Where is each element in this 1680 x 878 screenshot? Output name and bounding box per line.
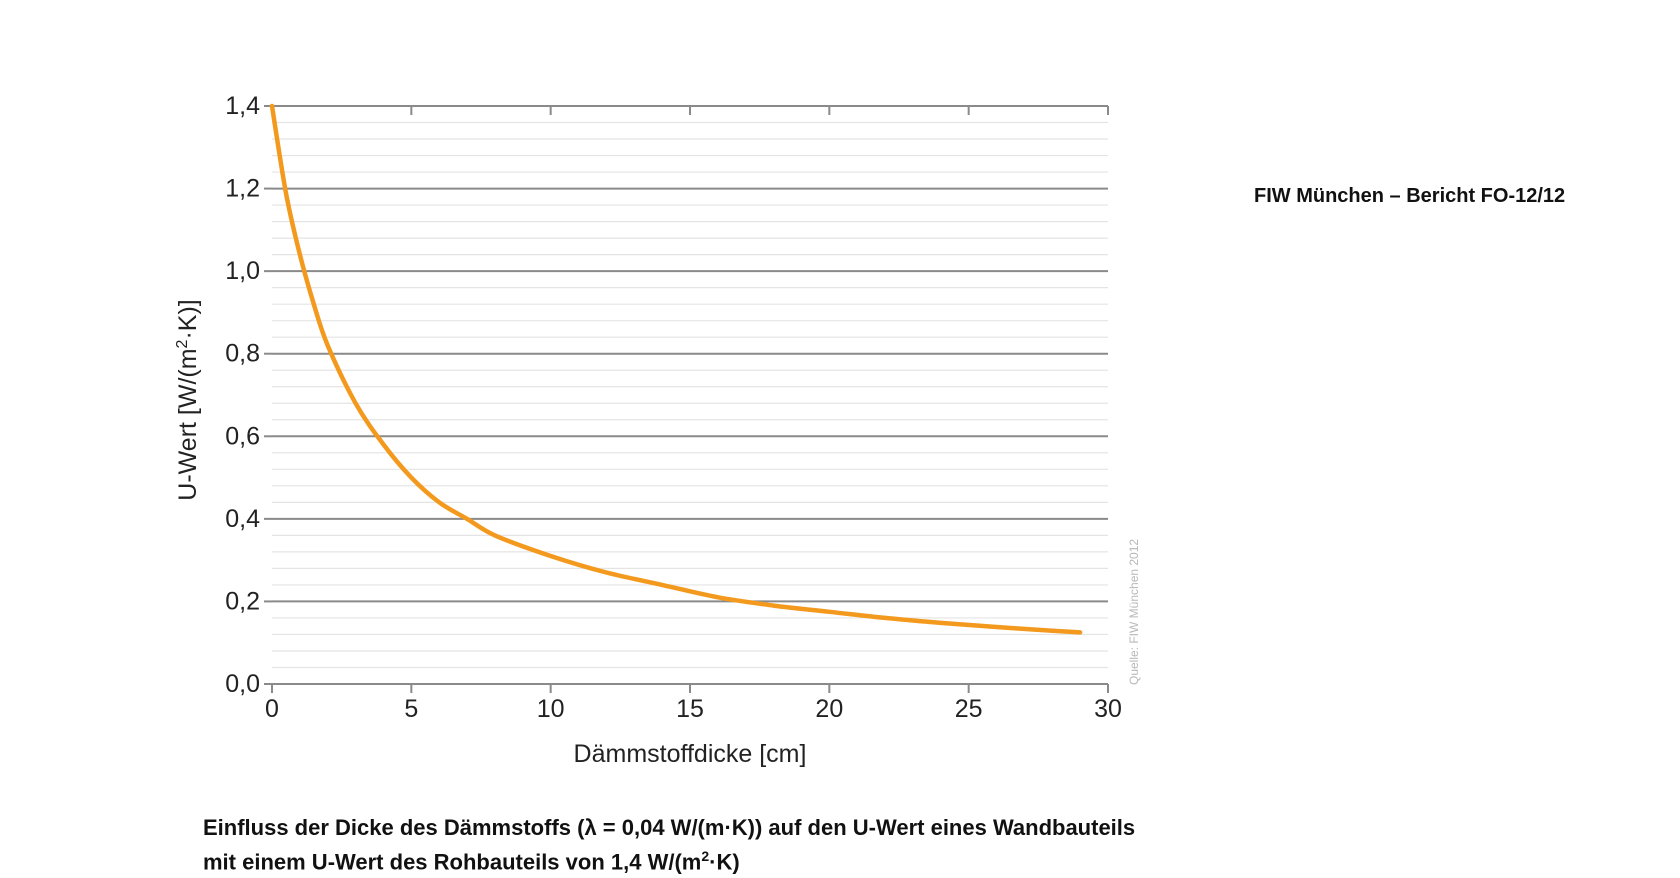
u-value-curve bbox=[269, 103, 1083, 635]
x-tick-label: 30 bbox=[1094, 695, 1122, 723]
x-tick-label: 25 bbox=[955, 695, 983, 723]
y-axis-title: U-Wert [W/(m2·K)] bbox=[174, 299, 202, 500]
caption-line-2-unit: ·K) bbox=[709, 849, 740, 875]
figure-caption: Einfluss der Dicke des Dämmstoffs (λ = 0… bbox=[203, 813, 1135, 876]
caption-line-2-text: mit einem U-Wert des Rohbauteils von 1,4… bbox=[203, 849, 702, 875]
y-tick-label: 0,0 bbox=[225, 670, 260, 698]
caption-line-1: Einfluss der Dicke des Dämmstoffs (λ = 0… bbox=[203, 815, 1136, 840]
x-axis-title: Dämmstoffdicke [cm] bbox=[574, 740, 807, 768]
y-tick-label: 1,0 bbox=[225, 257, 260, 285]
x-tick-label: 0 bbox=[265, 695, 279, 723]
grid bbox=[272, 105, 1108, 669]
x-tick-label: 10 bbox=[537, 695, 565, 723]
caption-line-2-superscript: 2 bbox=[701, 848, 710, 864]
source-note: Quelle: FIW München 2012 bbox=[1127, 539, 1141, 685]
caption-line-2: mit einem U-Wert des Rohbauteils von 1,4… bbox=[203, 842, 1135, 876]
y-axis-title-main: U-Wert [W/(m bbox=[174, 348, 202, 500]
x-tick-label: 5 bbox=[404, 695, 418, 723]
tick-labels: 0,0 0,2 0,4 0,6 0,8 1,0 1,2 1,4 0 5 10 15 20 25 30 bbox=[225, 92, 1122, 723]
y-tick-label: 0,6 bbox=[225, 422, 260, 450]
y-axis-title-superscript: 2 bbox=[174, 339, 191, 348]
y-tick-label: 0,8 bbox=[225, 340, 260, 368]
y-tick-label: 1,2 bbox=[225, 175, 260, 203]
series bbox=[269, 103, 1083, 635]
y-tick-label: 0,2 bbox=[225, 587, 260, 615]
y-axis-title-unit: ·K)] bbox=[174, 299, 202, 339]
report-reference: FIW München – Bericht FO-12/12 bbox=[1254, 185, 1566, 207]
y-tick-label: 1,4 bbox=[225, 92, 260, 120]
y-tick-label: 0,4 bbox=[225, 505, 260, 533]
x-tick-label: 20 bbox=[815, 695, 843, 723]
axes bbox=[264, 105, 1109, 693]
x-tick-label: 15 bbox=[676, 695, 704, 723]
